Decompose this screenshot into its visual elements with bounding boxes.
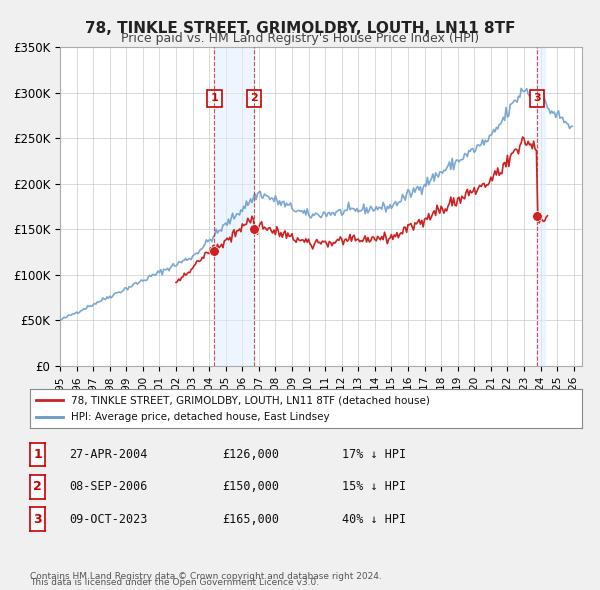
Text: £150,000: £150,000 xyxy=(222,480,279,493)
Text: 08-SEP-2006: 08-SEP-2006 xyxy=(69,480,148,493)
Text: This data is licensed under the Open Government Licence v3.0.: This data is licensed under the Open Gov… xyxy=(30,578,319,587)
Text: 1: 1 xyxy=(33,448,42,461)
Text: Price paid vs. HM Land Registry's House Price Index (HPI): Price paid vs. HM Land Registry's House … xyxy=(121,32,479,45)
Text: Contains HM Land Registry data © Crown copyright and database right 2024.: Contains HM Land Registry data © Crown c… xyxy=(30,572,382,581)
Text: 2: 2 xyxy=(250,93,257,103)
Text: 17% ↓ HPI: 17% ↓ HPI xyxy=(342,448,406,461)
Text: 3: 3 xyxy=(533,93,541,103)
Text: £126,000: £126,000 xyxy=(222,448,279,461)
Bar xyxy=(536,47,545,366)
Text: 15% ↓ HPI: 15% ↓ HPI xyxy=(342,480,406,493)
Text: 09-OCT-2023: 09-OCT-2023 xyxy=(69,513,148,526)
Text: £165,000: £165,000 xyxy=(222,513,279,526)
Text: 78, TINKLE STREET, GRIMOLDBY, LOUTH, LN11 8TF: 78, TINKLE STREET, GRIMOLDBY, LOUTH, LN1… xyxy=(85,21,515,35)
Text: 40% ↓ HPI: 40% ↓ HPI xyxy=(342,513,406,526)
Bar xyxy=(214,47,254,366)
Text: 78, TINKLE STREET, GRIMOLDBY, LOUTH, LN11 8TF (detached house): 78, TINKLE STREET, GRIMOLDBY, LOUTH, LN1… xyxy=(71,395,430,405)
Text: 3: 3 xyxy=(33,513,42,526)
Text: HPI: Average price, detached house, East Lindsey: HPI: Average price, detached house, East… xyxy=(71,412,330,422)
Text: 2: 2 xyxy=(33,480,42,493)
Text: 27-APR-2004: 27-APR-2004 xyxy=(69,448,148,461)
Text: 1: 1 xyxy=(211,93,218,103)
